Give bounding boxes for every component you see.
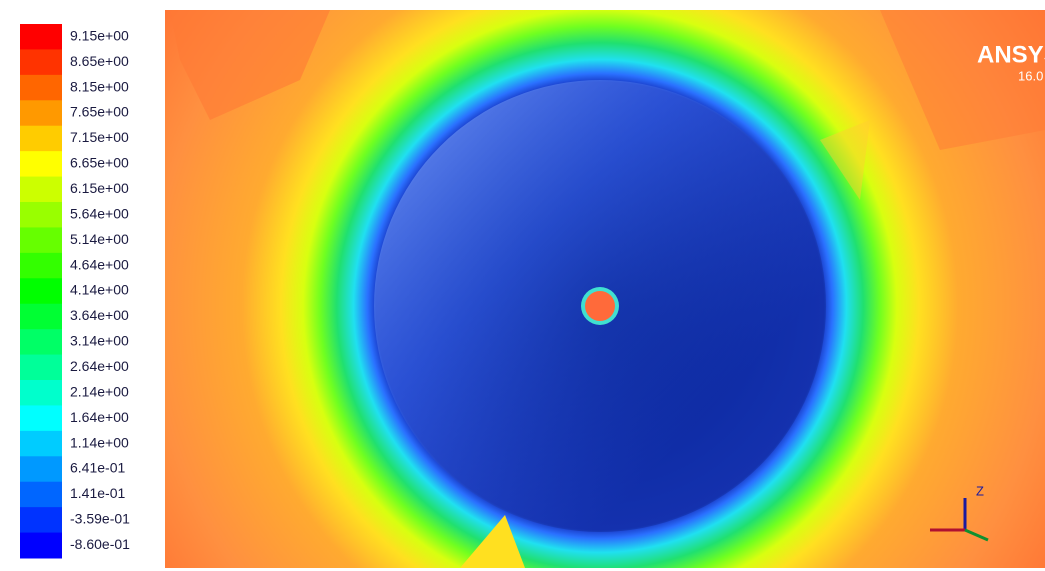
legend-swatch [20,354,62,381]
legend-swatch [20,405,62,432]
mesh-cell [820,120,870,200]
core [585,291,615,321]
legend-label: 1.14e+00 [70,434,129,450]
legend-label: 1.64e+00 [70,409,129,425]
legend-swatch [20,380,62,406]
legend-swatch [20,278,62,305]
legend-label: 8.15e+00 [70,78,129,94]
legend-swatch [20,507,62,534]
legend-label: -3.59e-01 [70,511,130,527]
legend-swatch [20,202,62,228]
legend-swatch [20,532,62,559]
triad-y [964,528,989,542]
legend-label: 4.14e+00 [70,282,129,298]
triad-label: Z [976,483,984,498]
legend-label: 2.14e+00 [70,383,129,399]
legend-label: 6.41e-01 [70,460,125,476]
legend-swatch [20,430,62,457]
legend-swatch [20,24,62,50]
mesh-cell [460,515,525,568]
legend-label: 9.15e+00 [70,27,129,43]
logo-version: 16.0 [1018,68,1043,83]
legend-label: 4.64e+00 [70,256,129,272]
legend-label: 5.64e+00 [70,205,129,221]
legend-swatch [20,252,62,279]
legend-label: -8.60e-01 [70,536,130,552]
legend: 9.15e+00 8.65e+00 8.15e+00 7.65e+00 7.15e+00… [20,24,130,559]
legend-swatch [20,481,62,508]
logo-brand: ANSYS [977,41,1045,68]
legend-swatch [20,100,62,127]
legend-swatch [20,125,62,152]
legend-swatch [20,456,62,483]
legend-label: 7.65e+00 [70,104,129,120]
legend-label: 7.15e+00 [70,129,129,145]
mesh-cell [170,10,330,120]
legend-swatch [20,303,62,330]
legend-label: 2.64e+00 [70,358,129,374]
legend-label: 3.64e+00 [70,307,129,323]
legend-label: 8.65e+00 [70,53,129,69]
legend-swatch [20,49,62,76]
mesh-cell [880,10,1045,150]
axis-triad: Z [930,483,989,542]
legend-label: 6.15e+00 [70,180,129,196]
legend-swatch [20,176,62,203]
legend-swatch [20,227,62,254]
legend-label: 1.41e-01 [70,485,125,501]
legend-label: 3.14e+00 [70,333,129,349]
legend-swatch [20,74,62,101]
legend-swatch [20,329,62,356]
legend-label: 5.14e+00 [70,231,129,247]
legend-swatch [20,151,62,178]
legend-label: 6.65e+00 [70,155,129,171]
